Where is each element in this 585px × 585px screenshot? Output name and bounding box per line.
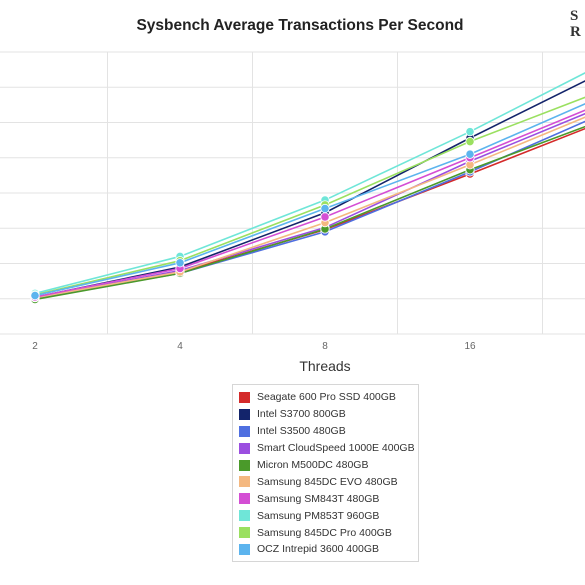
legend-item: OCZ Intrepid 3600 400GB bbox=[233, 541, 418, 558]
legend-item: Samsung 845DC Pro 400GB bbox=[233, 524, 418, 541]
data-point bbox=[175, 258, 185, 268]
logo-letter-2: R bbox=[570, 24, 581, 40]
legend-label: Samsung 845DC EVO 480GB bbox=[257, 475, 398, 488]
series-lines bbox=[30, 72, 585, 305]
legend-swatch bbox=[239, 408, 250, 420]
legend-item: Smart CloudSpeed 1000E 400GB bbox=[233, 440, 418, 457]
legend-label: Seagate 600 Pro SSD 400GB bbox=[257, 391, 396, 404]
legend: Seagate 600 Pro SSD 400GB Intel S3700 800… bbox=[232, 384, 419, 562]
legend-item: Intel S3500 480GB bbox=[233, 423, 418, 440]
series-line bbox=[34, 120, 585, 299]
legend-label: Samsung 845DC Pro 400GB bbox=[257, 526, 392, 539]
logo: S R bbox=[570, 8, 585, 44]
x-tick-labels: 2 4 8 16 bbox=[32, 341, 476, 352]
data-point bbox=[465, 136, 475, 147]
series-line bbox=[34, 72, 585, 295]
legend-swatch bbox=[239, 527, 250, 539]
legend-item: Samsung SM843T 480GB bbox=[233, 490, 418, 507]
data-point bbox=[465, 127, 475, 137]
x-tick-label: 2 bbox=[32, 341, 38, 352]
series-line bbox=[34, 112, 585, 299]
legend-label: Micron M500DC 480GB bbox=[257, 459, 369, 471]
legend-item: Micron M500DC 480GB bbox=[233, 457, 418, 474]
legend-label: Samsung SM843T 480GB bbox=[257, 492, 380, 505]
legend-swatch bbox=[239, 442, 250, 454]
legend-label: OCZ Intrepid 3600 400GB bbox=[257, 543, 379, 556]
series-line bbox=[34, 109, 585, 298]
x-tick-label: 8 bbox=[322, 341, 328, 352]
logo-letter-1: S bbox=[570, 8, 579, 24]
legend-swatch bbox=[239, 391, 250, 403]
series-line bbox=[34, 116, 585, 299]
legend-swatch bbox=[239, 425, 250, 437]
legend-swatch bbox=[239, 476, 250, 488]
legend-item: Samsung 845DC EVO 480GB bbox=[233, 473, 418, 490]
legend-item: Seagate 600 Pro SSD 400GB bbox=[233, 389, 418, 406]
legend-label: Smart CloudSpeed 1000E 400GB bbox=[257, 442, 415, 455]
legend-swatch bbox=[239, 459, 250, 471]
data-point bbox=[465, 149, 475, 159]
legend-swatch bbox=[239, 543, 250, 555]
legend-label: Intel S3700 800GB bbox=[257, 408, 346, 421]
x-tick-label: 16 bbox=[464, 341, 476, 352]
series-line bbox=[34, 80, 585, 299]
legend-swatch bbox=[239, 510, 250, 522]
legend-swatch bbox=[239, 493, 250, 505]
x-tick-label: 4 bbox=[177, 341, 183, 352]
data-point bbox=[320, 203, 330, 214]
legend-label: Samsung PM853T 960GB bbox=[257, 509, 380, 522]
grid bbox=[0, 51, 585, 335]
legend-item: Samsung PM853T 960GB bbox=[233, 507, 418, 524]
chart-title: Sysbench Average Transactions Per Second bbox=[136, 17, 464, 34]
data-point bbox=[30, 290, 40, 301]
x-axis-label: Threads bbox=[299, 358, 351, 374]
legend-item: Intel S3700 800GB bbox=[233, 406, 418, 423]
data-point bbox=[320, 212, 330, 222]
legend-label: Intel S3500 480GB bbox=[257, 425, 346, 438]
